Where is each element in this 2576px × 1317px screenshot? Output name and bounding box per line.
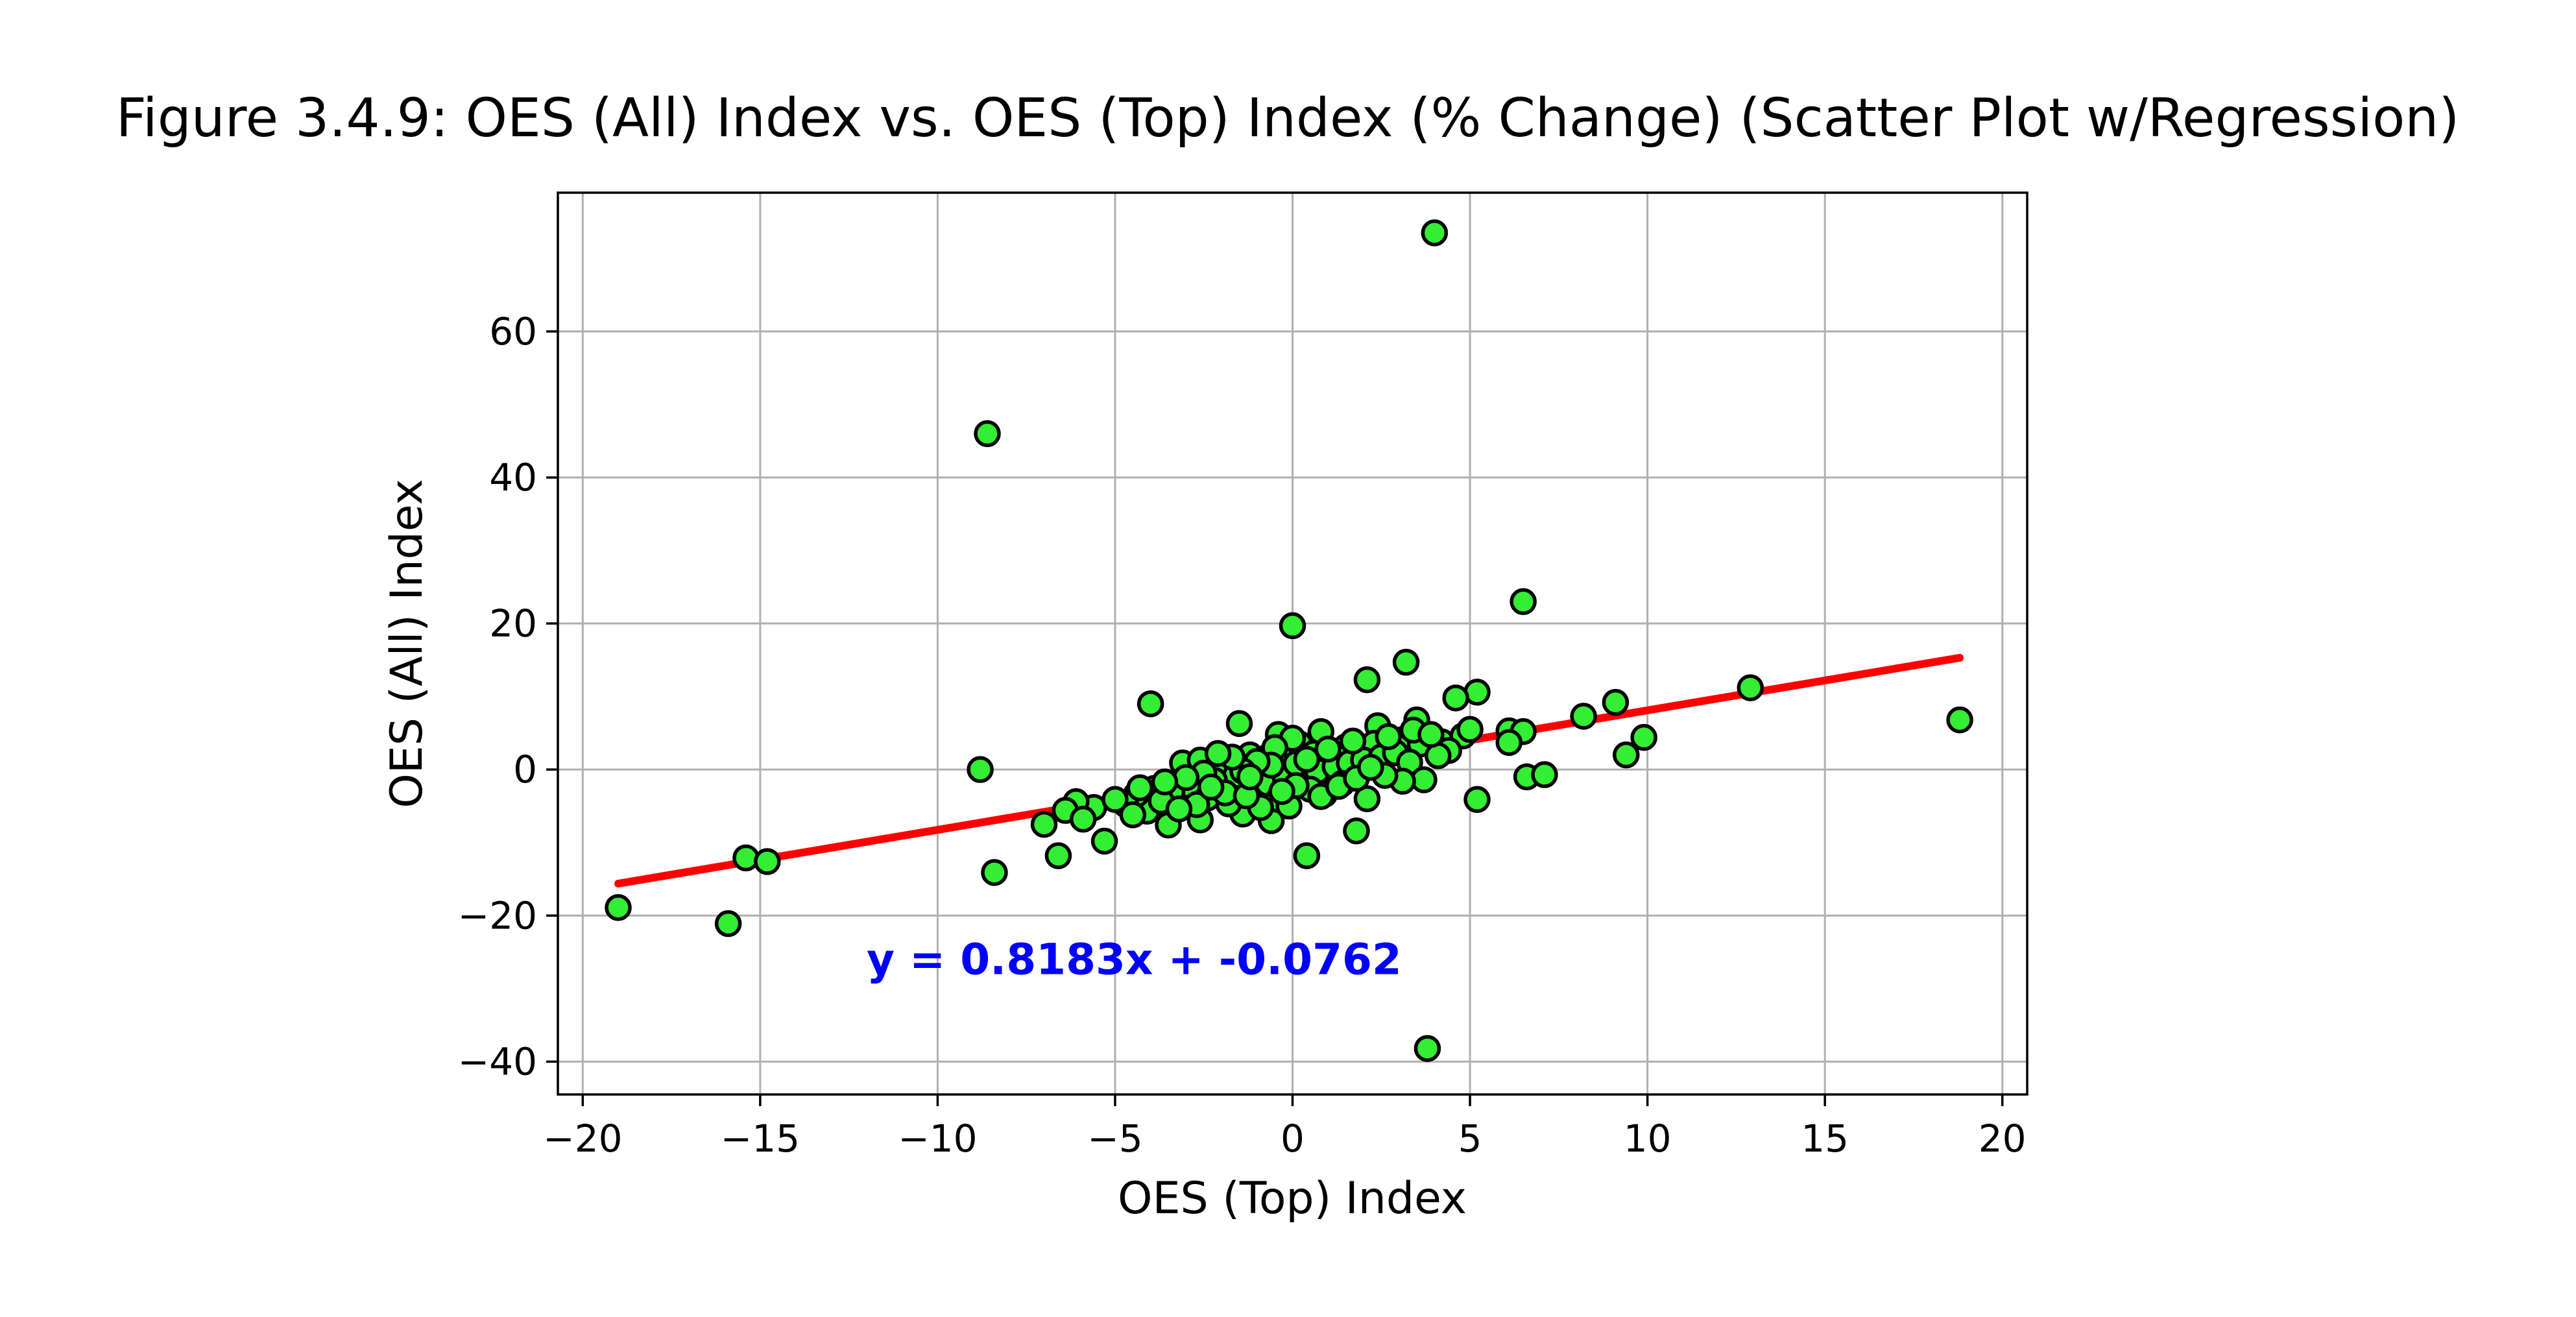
scatter-point (1151, 768, 1179, 796)
scatter-point (1353, 785, 1381, 812)
scatter-point (605, 894, 632, 921)
scatter-point (714, 910, 742, 937)
scatter-point (1268, 778, 1295, 805)
y-tick-label: 0 (513, 747, 537, 791)
x-tick-label: 20 (1979, 1117, 2027, 1161)
y-axis-label: OES (All) Index (381, 479, 433, 808)
scatter-point (1165, 795, 1193, 823)
scatter-point (1531, 761, 1558, 788)
x-tick-label: 0 (1281, 1117, 1305, 1161)
scatter-point (1126, 774, 1153, 802)
scatter-point (1293, 842, 1321, 869)
scatter-point (1101, 786, 1129, 814)
scatter-point (754, 848, 781, 875)
y-tick-label: 60 (489, 309, 537, 354)
y-tick-label: 20 (489, 601, 537, 646)
x-tick-label: 15 (1801, 1117, 1849, 1161)
scatter-point (1119, 801, 1147, 828)
scatter-point (1630, 723, 1657, 751)
x-tick-label: −15 (721, 1117, 800, 1161)
scatter-point (1414, 1035, 1441, 1062)
scatter-point (1030, 810, 1058, 838)
scatter-point (1737, 674, 1764, 701)
scatter-point (1236, 763, 1264, 791)
scatter-point (981, 859, 1008, 886)
scatter-point (732, 844, 760, 872)
y-tick-label: 40 (489, 455, 537, 500)
scatter-point (1613, 741, 1640, 769)
scatter-point (1069, 805, 1097, 833)
scatter-point (1375, 723, 1402, 751)
scatter-point (1225, 710, 1253, 737)
scatter-point (1353, 666, 1381, 694)
scatter-point (1570, 703, 1597, 730)
scatter-point (1293, 745, 1321, 773)
scatter-point (1343, 817, 1370, 845)
x-tick-label: −20 (543, 1117, 622, 1161)
scatter-point (1463, 786, 1491, 814)
scatter-point (1392, 648, 1420, 676)
x-tick-label: −5 (1087, 1117, 1143, 1161)
scatter-point (1172, 764, 1200, 791)
scatter-point (1602, 688, 1630, 716)
data-points (605, 219, 1973, 1062)
scatter-point (1044, 842, 1072, 869)
x-tick-label: 5 (1458, 1117, 1482, 1161)
scatter-point (1314, 735, 1342, 763)
scatter-point (1946, 706, 1973, 734)
x-tick-label: 10 (1624, 1117, 1672, 1161)
scatter-point (1279, 612, 1306, 640)
scatter-point (1421, 219, 1449, 247)
scatter-point (1090, 827, 1118, 855)
y-tick-label: −40 (458, 1039, 537, 1083)
x-axis-label: OES (Top) Index (1118, 1173, 1467, 1224)
scatter-point (1204, 740, 1232, 767)
scatter-point (1357, 754, 1384, 781)
x-tick-label: −10 (898, 1117, 977, 1161)
regression-equation: y = 0.8183x + -0.0762 (867, 934, 1402, 984)
scatter-point (1417, 721, 1445, 748)
chart-title: Figure 3.4.9: OES (All) Index vs. OES (T… (116, 88, 2460, 149)
scatter-point (1339, 727, 1367, 755)
scatter-point (967, 756, 994, 783)
scatter-point (1495, 729, 1523, 756)
scatter-point (974, 420, 1001, 448)
scatter-point (1137, 690, 1164, 718)
scatter-point (1510, 588, 1537, 616)
scatter-point (1442, 684, 1469, 712)
scatter-point (1456, 716, 1484, 743)
scatter-point (1197, 773, 1225, 801)
y-tick-label: −20 (458, 893, 537, 937)
